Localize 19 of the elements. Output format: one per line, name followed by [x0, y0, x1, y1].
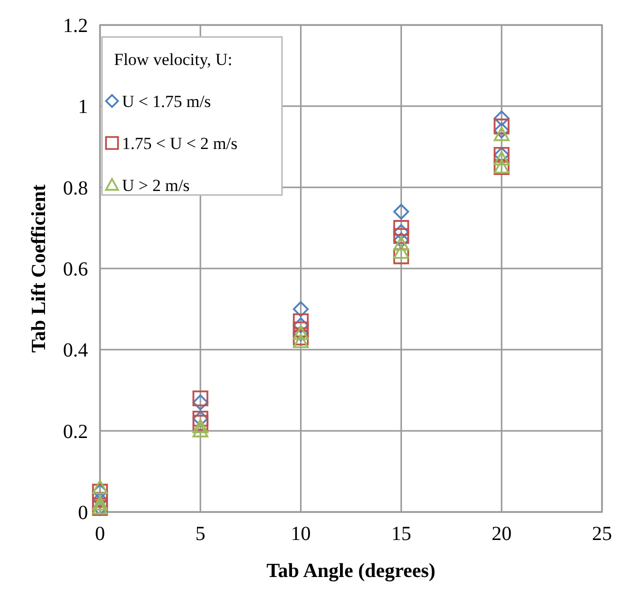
- legend-label: U < 1.75 m/s: [122, 92, 211, 111]
- y-axis-title: Tab Lift Coefficient: [28, 184, 50, 353]
- x-tick-label: 10: [290, 523, 311, 545]
- x-tick-label: 25: [592, 523, 612, 545]
- y-tick-label: 0.8: [63, 177, 88, 200]
- x-tick-label: 5: [195, 523, 206, 545]
- y-tick-label: 1.2: [63, 15, 88, 37]
- x-tick-label: 20: [492, 523, 512, 545]
- y-tick-label: 0: [78, 502, 88, 524]
- legend-label: 1.75 < U < 2 m/s: [122, 134, 238, 153]
- x-axis-title: Tab Angle (degrees): [266, 560, 436, 582]
- legend-title: Flow velocity, U:: [114, 50, 232, 69]
- y-tick-label: 0.4: [63, 340, 88, 362]
- y-tick-label: 0.6: [63, 258, 88, 280]
- x-tick-label: 0: [95, 523, 105, 545]
- y-tick-label: 1: [78, 96, 88, 118]
- y-tick-label: 0.2: [63, 420, 88, 443]
- x-tick-label: 15: [391, 523, 412, 545]
- legend-label: U > 2 m/s: [122, 176, 190, 195]
